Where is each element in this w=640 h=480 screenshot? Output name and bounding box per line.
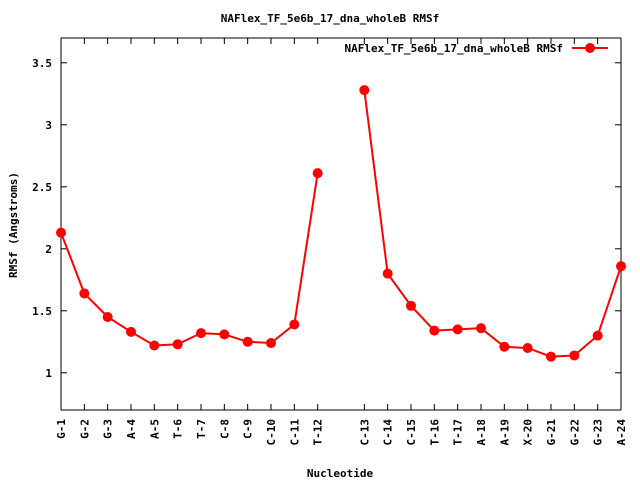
y-tick-label: 3.5 xyxy=(32,57,52,70)
x-tick-label: T-17 xyxy=(452,419,465,446)
data-point xyxy=(616,261,626,272)
x-tick-label: T-12 xyxy=(312,419,325,446)
x-tick-label: G-2 xyxy=(78,419,91,439)
data-point xyxy=(522,343,533,353)
x-axis: G-1 G-2 G-3 A-4 A-5 T-6 T-7 C-8 C-9 C-10 C-11 T-12 C… xyxy=(55,38,628,446)
data-point xyxy=(149,340,160,351)
y-axis: 1 1.5 2 2.5 3 3.5 xyxy=(32,57,621,380)
series-line xyxy=(60,173,319,347)
data-point xyxy=(382,268,393,279)
x-tick-label: C-10 xyxy=(265,419,278,446)
y-tick-label: 2.5 xyxy=(32,181,52,194)
y-tick-label: 1.5 xyxy=(32,305,52,318)
x-tick-label: G-3 xyxy=(102,419,115,439)
data-point xyxy=(56,227,66,238)
y-axis-label: RMSf (Angstroms) xyxy=(7,172,20,278)
data-point xyxy=(126,326,136,337)
data-point xyxy=(79,288,90,299)
data-point xyxy=(102,312,113,322)
x-tick-label: C-13 xyxy=(358,419,371,446)
series-line xyxy=(363,89,622,358)
y-tick-label: 2 xyxy=(45,243,52,256)
legend-marker xyxy=(585,43,595,53)
x-axis-label: Nucleotide xyxy=(307,467,374,480)
x-tick-label: C-15 xyxy=(405,419,418,446)
legend: NAFlex_TF_5e6b_17_dna_wholeB RMSf xyxy=(344,42,608,55)
data-point xyxy=(499,341,510,352)
data-point xyxy=(429,325,440,336)
data-point xyxy=(172,339,183,350)
data-point xyxy=(476,323,486,334)
data-point xyxy=(359,85,370,96)
x-tick-label: C-14 xyxy=(382,419,395,446)
x-tick-label: T-6 xyxy=(172,419,185,439)
x-tick-label: G-1 xyxy=(55,419,68,439)
plot-area-frame xyxy=(60,37,622,411)
data-point xyxy=(312,168,323,179)
data-point xyxy=(406,300,416,311)
chart-title: NAFlex_TF_5e6b_17_dna_wholeB RMSf xyxy=(221,12,440,25)
x-tick-label: A-5 xyxy=(148,419,161,439)
x-tick-label: G-22 xyxy=(568,419,581,446)
x-tick-label: G-21 xyxy=(545,419,558,446)
data-point xyxy=(196,328,206,339)
x-tick-label: C-11 xyxy=(288,419,301,446)
x-tick-label: A-19 xyxy=(498,419,511,446)
x-tick-label: A-24 xyxy=(615,419,628,446)
y-tick-label: 3 xyxy=(45,119,52,132)
x-tick-label: A-4 xyxy=(125,419,138,439)
x-tick-label: T-16 xyxy=(428,419,441,446)
data-point xyxy=(242,336,253,347)
data-point xyxy=(592,330,603,341)
data-point xyxy=(266,338,276,349)
y-tick-label: 1 xyxy=(45,367,52,380)
data-point xyxy=(289,319,300,330)
x-tick-label: G-23 xyxy=(592,419,605,446)
series-layer xyxy=(56,85,626,362)
legend-label: NAFlex_TF_5e6b_17_dna_wholeB RMSf xyxy=(344,42,563,55)
data-point xyxy=(569,350,580,361)
x-tick-label: T-7 xyxy=(195,419,208,439)
data-point xyxy=(452,324,463,335)
x-tick-label: A-18 xyxy=(475,419,488,446)
data-point xyxy=(546,351,556,362)
x-tick-label: C-8 xyxy=(218,419,231,439)
x-tick-label: X-20 xyxy=(522,419,535,446)
data-point xyxy=(219,329,230,340)
x-tick-label: C-9 xyxy=(242,419,255,439)
